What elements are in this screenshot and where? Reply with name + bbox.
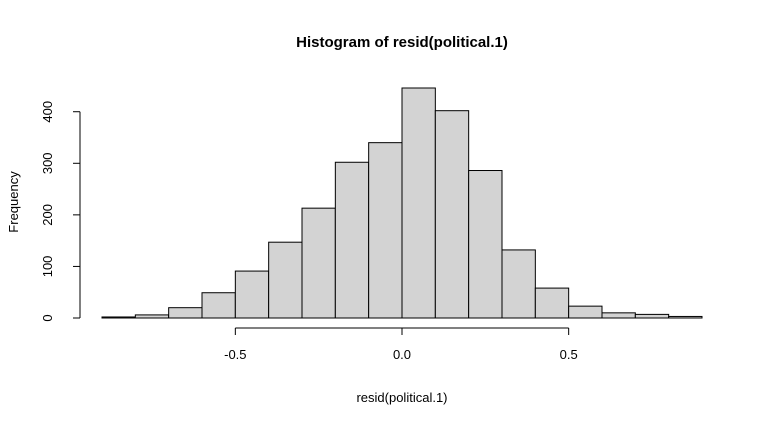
histogram-bar <box>634 313 670 319</box>
x-axis-label: resid(political.1) <box>356 390 447 405</box>
y-tick-label: 300 <box>40 152 55 174</box>
histogram-bar <box>334 161 370 319</box>
y-axis-label: Frequency <box>6 171 21 233</box>
y-tick-label: 200 <box>40 204 55 226</box>
histogram-bar <box>101 316 136 319</box>
histogram-bar <box>201 292 236 319</box>
y-tick-label: 100 <box>40 256 55 278</box>
chart-title: Histogram of resid(political.1) <box>296 34 508 51</box>
histogram-bar <box>668 315 703 319</box>
histogram-bar <box>368 142 403 319</box>
histogram-bar <box>468 170 503 319</box>
histogram-bar <box>568 305 603 319</box>
histogram-bar <box>268 241 303 319</box>
x-tick-label: -0.5 <box>224 347 246 362</box>
histogram-bars <box>101 87 703 319</box>
y-tick-label: 400 <box>40 101 55 123</box>
histogram-bar <box>234 270 270 319</box>
x-axis: -0.5 0.0 0.5 <box>224 327 578 362</box>
y-tick-label: 0 <box>40 314 55 321</box>
histogram-bar <box>434 110 470 319</box>
histogram-bar <box>501 249 536 319</box>
y-axis: 0 100 200 300 400 <box>40 101 81 322</box>
histogram-bar <box>401 87 436 319</box>
x-tick-label: 0.0 <box>393 347 411 362</box>
histogram-bar <box>534 287 570 319</box>
x-tick-label: 0.5 <box>560 347 578 362</box>
histogram-bar <box>601 312 636 319</box>
histogram-bar <box>134 314 170 319</box>
histogram-bar <box>301 207 336 319</box>
histogram-bar <box>168 307 203 319</box>
